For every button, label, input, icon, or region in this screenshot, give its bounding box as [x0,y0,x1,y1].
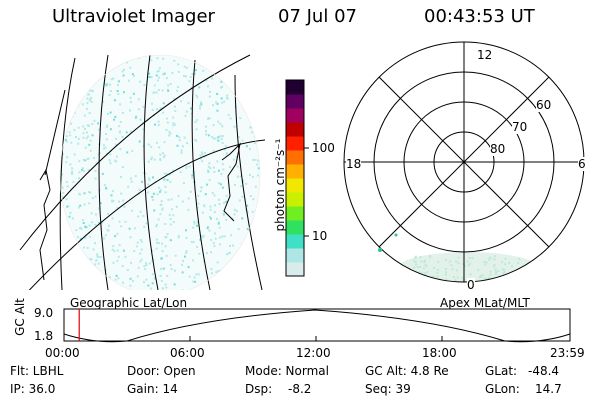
colorbar-tick-100: 100 [312,141,335,155]
mlt-label-6: 6 [578,157,586,171]
gain-info: Gain: 14 [127,382,178,396]
colorbar-cell [286,108,304,123]
door-info: Door: Open [127,364,196,378]
polar-panel-label: Apex MLat/MLT [440,296,530,310]
time-tick-4: 23:59 [550,346,585,360]
time-tick-1: 06:00 [170,346,205,360]
colorbar-cell [286,80,304,95]
colorbar-cell [286,136,304,151]
observation-date: 07 Jul 07 [278,6,357,27]
time-tick-0: 00:00 [45,346,80,360]
dsp-value: -8.2 [288,382,312,396]
time-tick-3: 18:00 [422,346,457,360]
gc-altitude-info: GC Alt: 4.8 Re [365,364,449,378]
mlt-label-0: 0 [467,278,475,292]
colorbar-cell [286,150,304,165]
altitude-tick-top: 9.0 [34,306,54,320]
time-tick-2: 12:00 [296,346,331,360]
colorbar-cell [286,192,304,207]
mlat-label-70: 70 [512,120,528,134]
mlt-label-12: 12 [477,48,493,62]
colorbar-cell [286,248,304,263]
colorbar-tick-10: 10 [312,229,328,243]
observation-time: 00:43:53 UT [424,6,535,27]
colorbar-cell [286,94,304,109]
colorbar-cell [286,178,304,193]
mlat-label-60: 60 [536,98,552,112]
glat-value: -48.4 [528,364,560,378]
altitude-axis-label: GC Alt [13,298,27,336]
app-title: Ultraviolet Imager [52,6,215,27]
colorbar-cell [286,234,304,249]
altitude-tick-bottom: 1.8 [34,329,54,343]
glat-label: GLat: [485,364,518,378]
filter-info: Flt: LBHL [10,364,64,378]
colorbar-cell [286,164,304,179]
colorbar-cell [286,206,304,221]
mlt-label-18: 18 [346,157,362,171]
mlat-label-80: 80 [490,142,506,156]
geographic-panel-label: Geographic Lat/Lon [70,296,188,310]
ip-info: IP: 36.0 [10,382,56,396]
colorbar-cell [286,262,304,277]
dsp-label: Dsp: [245,382,273,396]
mode-info: Mode: Normal [245,364,329,378]
colorbar-cell [286,220,304,235]
glon-value: 14.7 [535,382,562,396]
colorbar-cell [286,122,304,137]
sequence-info: Seq: 39 [365,382,411,396]
glon-label: GLon: [485,382,520,396]
